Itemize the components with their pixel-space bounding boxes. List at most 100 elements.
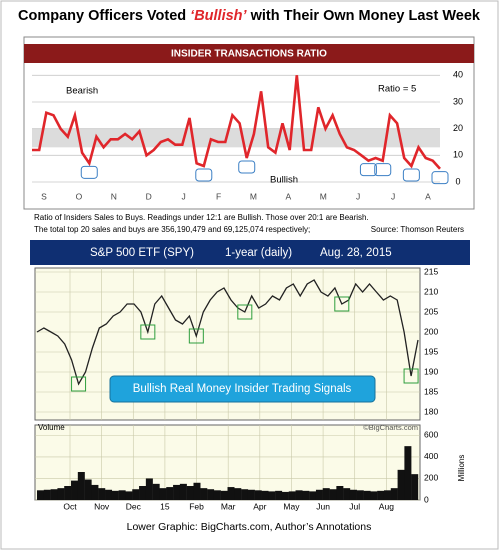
- annotation: Bullish: [270, 175, 298, 186]
- volume-bar: [37, 490, 45, 500]
- y-tick-label: 40: [453, 70, 463, 80]
- x-tick-label: S: [41, 191, 47, 201]
- volume-bar: [322, 488, 330, 500]
- volume-bar: [71, 480, 79, 500]
- volume-bar: [227, 487, 235, 500]
- volume-bar: [295, 490, 303, 500]
- spy-title: S&P 500 ETF (SPY): [90, 247, 194, 259]
- volume-bar: [220, 490, 228, 500]
- volume-bar: [152, 483, 160, 500]
- signal-box: [334, 296, 350, 312]
- signal-box: [71, 376, 87, 392]
- volume-bar: [57, 488, 65, 500]
- volume-bar: [268, 491, 276, 500]
- volume-bar: [111, 490, 119, 500]
- volume-bar: [50, 489, 58, 500]
- y-tick-label: 0: [455, 176, 460, 186]
- x-tick-label: Nov: [94, 501, 110, 511]
- volume-bar: [383, 490, 391, 500]
- x-tick-label: O: [76, 191, 83, 201]
- signal-box: [188, 328, 204, 344]
- x-tick-label: Feb: [189, 501, 204, 511]
- y-tick-label: 30: [453, 96, 463, 106]
- title: Company Officers Voted ‘Bullish’ with Th…: [18, 8, 481, 24]
- annotation: Ratio = 5: [378, 84, 416, 95]
- volume-bar: [207, 489, 215, 500]
- volume-bar: [200, 488, 208, 500]
- x-tick-label: May: [283, 501, 300, 511]
- volume-bar: [404, 446, 412, 500]
- volume-bar: [193, 482, 201, 500]
- volume-bar: [213, 490, 221, 500]
- volume-bar: [166, 487, 174, 500]
- volume-bar: [247, 489, 255, 500]
- volume-bar: [132, 489, 140, 500]
- note: Source: Thomson Reuters: [371, 225, 464, 234]
- x-tick-label: N: [111, 191, 117, 201]
- volume-bar: [179, 483, 187, 500]
- volume-bar: [234, 488, 242, 500]
- x-tick-label: A: [286, 191, 292, 201]
- price-line: [36, 279, 419, 386]
- spy-title: Aug. 28, 2015: [320, 247, 392, 259]
- annotation: Bearish: [66, 86, 98, 97]
- volume-bar: [302, 490, 310, 500]
- y-tick-label: 200: [424, 473, 438, 483]
- volume-bar: [145, 478, 153, 500]
- x-tick-label: J: [182, 191, 186, 201]
- signal-box: [80, 165, 98, 179]
- y-tick-label: 600: [424, 430, 438, 440]
- title-highlight: ‘Bullish’: [190, 8, 247, 24]
- x-tick-label: Jul: [349, 501, 360, 511]
- ratio-header: [24, 44, 474, 63]
- volume-bar: [315, 489, 323, 500]
- x-tick-label: Mar: [221, 501, 236, 511]
- signal-box: [195, 168, 213, 182]
- volume-bar: [261, 490, 269, 500]
- volume-bar: [329, 489, 337, 500]
- x-tick-label: A: [425, 191, 431, 201]
- signal-box: [374, 163, 392, 177]
- spy-title: 1-year (daily): [225, 247, 292, 259]
- volume-bar: [98, 488, 106, 500]
- volume-bar: [397, 469, 405, 500]
- volume-bar: [241, 489, 249, 500]
- x-tick-label: M: [320, 191, 327, 201]
- note: The total top 20 sales and buys are 356,…: [34, 225, 310, 234]
- x-tick-label: Dec: [126, 501, 142, 511]
- y-tick-label: 20: [453, 123, 463, 133]
- y-tick-label: 205: [424, 306, 438, 316]
- volume-bar: [411, 474, 419, 500]
- volume-bar: [77, 472, 85, 500]
- volume-bar: [281, 491, 289, 500]
- volume-bar: [125, 491, 133, 500]
- volume-label: Volume: [38, 423, 65, 432]
- x-tick-label: D: [146, 191, 152, 201]
- y-tick-label: 10: [453, 150, 463, 160]
- y-tick-label: 0: [424, 494, 429, 504]
- signal-box: [140, 324, 156, 340]
- x-tick-label: J: [356, 191, 360, 201]
- x-tick-label: 15: [160, 501, 170, 511]
- annotation: Bullish Real Money Insider Trading Signa…: [133, 383, 352, 395]
- signal-box: [359, 163, 377, 177]
- bullish-band: [32, 128, 440, 148]
- note: Ratio of Insiders Sales to Buys. Reading…: [34, 213, 369, 222]
- y-tick-label: 200: [424, 326, 438, 336]
- signal-box: [238, 160, 256, 174]
- y-tick-label: 210: [424, 286, 438, 296]
- signal-box: [237, 304, 253, 320]
- volume-bar: [370, 491, 378, 500]
- ratio-title: INSIDER TRANSACTIONS RATIO: [171, 49, 327, 60]
- y-tick-label: 185: [424, 386, 438, 396]
- y-tick-label: 215: [424, 266, 438, 276]
- credit: ©BigCharts.com: [363, 423, 418, 432]
- axis-label: Millions: [457, 455, 466, 482]
- volume-bar: [254, 490, 262, 500]
- ratio-line: [32, 75, 441, 170]
- x-tick-label: Aug: [379, 501, 394, 511]
- x-tick-label: J: [391, 191, 395, 201]
- y-tick-label: 180: [424, 406, 438, 416]
- volume-bar: [118, 490, 126, 500]
